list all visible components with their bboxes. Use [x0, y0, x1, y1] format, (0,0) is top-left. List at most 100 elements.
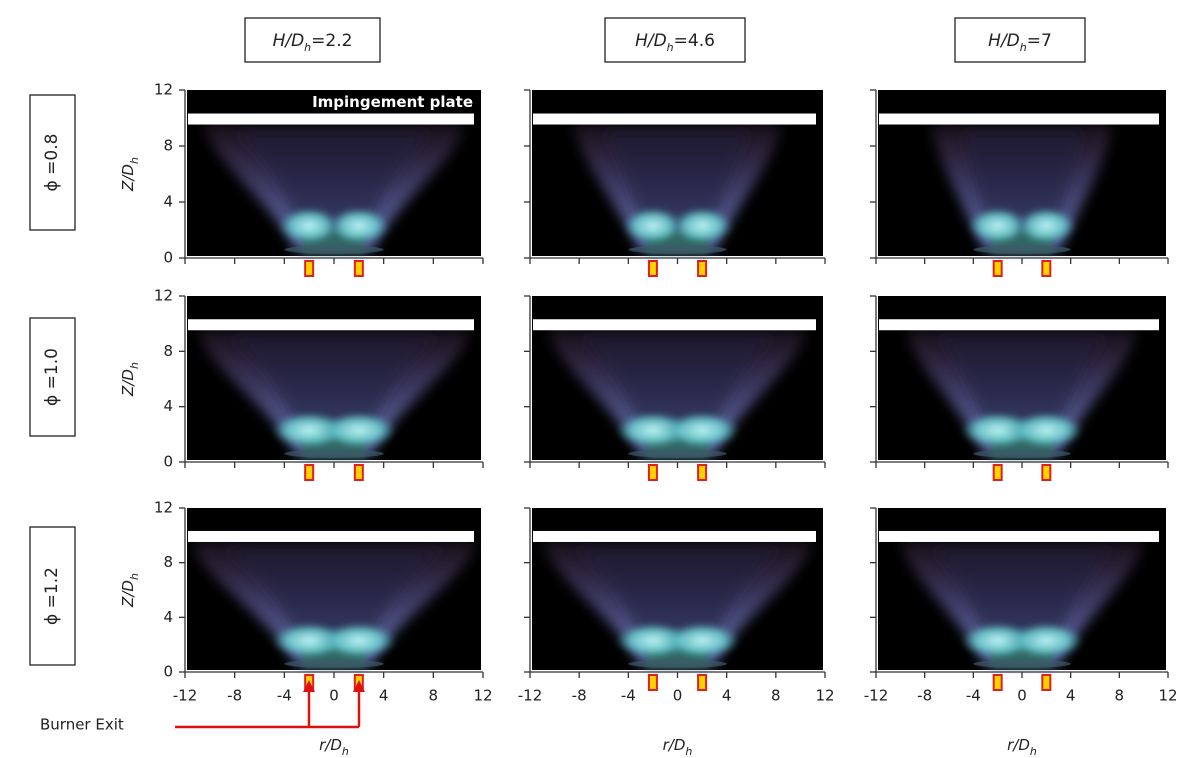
y-tick-label: 12 — [154, 287, 173, 305]
y-axis-label: Z/Dh — [119, 157, 141, 192]
burner-exit-marker — [305, 261, 313, 276]
panel: Impingement plate 0 4 8 12 Z/Dh — [119, 81, 484, 277]
burner-rim — [284, 245, 383, 253]
y-tick-label: 8 — [163, 553, 173, 571]
panel: -12-8-404812r/Dh — [864, 508, 1178, 758]
impingement-plate — [188, 319, 474, 330]
x-tick-label: -8 — [917, 687, 932, 705]
burner-exit-marker — [698, 261, 706, 276]
y-tick-label: 4 — [163, 397, 173, 415]
x-tick-label: 4 — [722, 687, 732, 705]
x-axis-label: r/Dh — [319, 736, 349, 758]
burner-rim — [628, 660, 726, 668]
x-tick-label: -4 — [277, 687, 292, 705]
flame-core — [321, 623, 396, 659]
flame-core — [665, 412, 739, 448]
column-header: H/Dh=2.2 — [273, 31, 353, 54]
burner-exit-marker — [1042, 675, 1050, 690]
x-tick-label: 4 — [1066, 687, 1076, 705]
label-value: =4.6 — [674, 31, 715, 51]
flame-core — [1010, 623, 1083, 659]
burner-exit-marker — [649, 465, 657, 480]
label-symbol: Z/D — [119, 369, 137, 397]
burner-rim — [628, 245, 726, 253]
y-tick-label: 0 — [163, 663, 173, 681]
label-subscript: h — [667, 41, 674, 54]
y-tick-label: 0 — [163, 249, 173, 267]
label-value: =2.2 — [311, 31, 352, 51]
x-tick-label: 0 — [1017, 687, 1027, 705]
label-subscript: h — [1020, 41, 1027, 54]
panel: 0 4 8 12 Z/Dh — [119, 287, 484, 481]
label-subscript: h — [342, 745, 349, 758]
x-tick-label: 8 — [429, 687, 439, 705]
burner-exit-marker — [994, 675, 1002, 690]
x-tick-label: 12 — [473, 687, 492, 705]
burner-exit-marker — [649, 261, 657, 276]
x-tick-label: -8 — [227, 687, 242, 705]
flame-core — [1010, 412, 1083, 448]
page: { "column_headers": [ {"symbol": "H/D", … — [0, 0, 1198, 758]
y-tick-label: 4 — [163, 193, 173, 211]
burner-rim — [628, 450, 726, 458]
y-axis-label: Z/Dh — [119, 573, 141, 608]
row-label: ϕ =0.8 — [42, 134, 62, 192]
impingement-plate — [188, 531, 474, 542]
label-subscript: h — [128, 362, 141, 369]
label-subscript: h — [1030, 745, 1037, 758]
label-symbol: H/D — [988, 31, 1020, 51]
y-tick-label: 8 — [163, 137, 173, 155]
row-label: ϕ =1.2 — [42, 567, 62, 625]
burner-rim — [973, 245, 1070, 253]
column-header: H/Dh=4.6 — [635, 31, 715, 54]
x-tick-label: 4 — [379, 687, 389, 705]
x-tick-label: 12 — [1158, 687, 1177, 705]
burner-exit-label: Burner Exit — [40, 716, 124, 734]
flame-core — [328, 208, 389, 244]
impingement-plate — [533, 531, 816, 542]
figure: H/Dh=2.2H/Dh=4.6H/Dh=7ϕ =0.8ϕ =1.0ϕ =1.2… — [0, 0, 1198, 758]
panel — [524, 296, 825, 480]
flame-core — [665, 623, 739, 659]
label-subscript: h — [128, 157, 141, 164]
label-value: =7 — [1027, 31, 1052, 51]
x-tick-label: -4 — [966, 687, 981, 705]
x-tick-label: -12 — [173, 687, 198, 705]
impingement-plate — [879, 319, 1159, 330]
burner-exit-marker — [649, 675, 657, 690]
burner-rim — [973, 660, 1070, 668]
flame-core — [1017, 208, 1077, 244]
label-symbol: r/D — [663, 736, 686, 754]
x-tick-label: 8 — [1115, 687, 1125, 705]
burner-exit-marker — [1042, 465, 1050, 480]
x-tick-label: -12 — [518, 687, 543, 705]
impingement-plate — [879, 114, 1159, 125]
burner-exit-marker — [1042, 261, 1050, 276]
x-tick-label: 8 — [771, 687, 781, 705]
burner-exit-marker — [355, 465, 363, 480]
burner-rim — [284, 660, 383, 668]
impingement-plate — [188, 114, 474, 125]
burner-exit-marker — [698, 465, 706, 480]
y-axis-label: Z/Dh — [119, 362, 141, 397]
label-symbol: Z/D — [119, 164, 137, 192]
label-subscript: h — [685, 745, 692, 758]
burner-rim — [973, 450, 1070, 458]
y-tick-label: 12 — [154, 81, 173, 99]
burner-exit-marker — [698, 675, 706, 690]
y-tick-label: 8 — [163, 342, 173, 360]
burner-exit-marker — [994, 261, 1002, 276]
label-symbol: H/D — [273, 31, 305, 51]
burner-rim — [284, 450, 383, 458]
x-tick-label: 0 — [329, 687, 339, 705]
label-symbol: r/D — [1007, 736, 1030, 754]
y-tick-label: 4 — [163, 608, 173, 626]
y-tick-label: 0 — [163, 453, 173, 471]
x-tick-label: -8 — [572, 687, 587, 705]
row-label: ϕ =1.0 — [42, 348, 62, 406]
impingement-plate — [533, 319, 816, 330]
plate-label: Impingement plate — [312, 93, 473, 111]
